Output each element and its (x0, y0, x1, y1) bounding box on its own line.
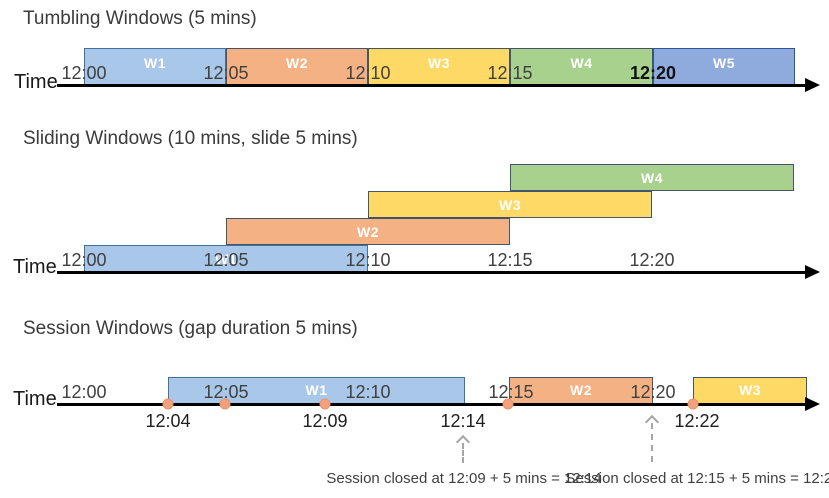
window-label-w4: W4 (641, 169, 663, 186)
tick-label: 12:05 (203, 63, 249, 83)
window-label-w2: W2 (570, 381, 592, 398)
window-bar-w3: W3 (693, 377, 807, 404)
window-bar-w5: W5 (653, 48, 795, 85)
tick-label: 12:20 (630, 382, 676, 402)
event-dot (687, 398, 699, 410)
axis-time-label: 12:09 (302, 411, 348, 431)
window-label-w5: W5 (713, 54, 735, 71)
tick-label: 12:15 (487, 250, 533, 270)
tick-label: 12:10 (345, 250, 391, 270)
tick-label: 12:10 (345, 63, 391, 83)
tick-label: 12:15 (487, 63, 533, 83)
event-dot (319, 398, 331, 410)
time-axis-label: Time (13, 388, 57, 410)
tick-label: 12:15 (488, 382, 534, 402)
tick-label: 12:00 (61, 63, 107, 83)
axis-arrowhead-icon (805, 78, 820, 92)
time-axis (57, 402, 807, 406)
window-label-w4: W4 (570, 54, 593, 71)
session-windows-title: Session Windows (gap duration 5 mins) (23, 318, 358, 339)
session-closed-annotation-2: Session closed at 12:15 + 5 mins = 12:20 (565, 470, 829, 487)
time-axis (57, 83, 807, 87)
window-bar-w1: W1 (168, 377, 465, 404)
window-label-w1: W1 (215, 250, 237, 267)
tick-label: 12:20 (629, 63, 677, 83)
window-label-w3: W3 (739, 381, 761, 398)
time-axis (57, 270, 807, 274)
annotation-arrow-stem (462, 443, 464, 463)
window-bar-w4: W4 (510, 164, 794, 191)
event-dot (502, 398, 514, 410)
window-label-w2: W2 (357, 223, 379, 240)
event-dot (219, 398, 231, 410)
window-label-w3: W3 (499, 196, 521, 213)
window-bar-w2: W2 (226, 218, 510, 245)
annotation-arrow-stem (651, 423, 653, 462)
event-dot (162, 398, 174, 410)
tumbling-windows-title: Tumbling Windows (5 mins) (23, 8, 257, 29)
tick-label: 12:05 (203, 382, 249, 402)
axis-time-label: 12:14 (440, 411, 486, 431)
time-axis-label: Time (13, 256, 57, 278)
window-label-w3: W3 (428, 54, 450, 71)
sliding-windows-title: Sliding Windows (10 mins, slide 5 mins) (23, 128, 358, 149)
time-axis-label: Time (14, 71, 58, 93)
tick-label: 12:00 (61, 250, 107, 270)
axis-arrowhead-icon (805, 265, 820, 279)
tick-label: 12:05 (203, 250, 249, 270)
window-bar-w3: W3 (368, 48, 510, 85)
window-label-w1: W1 (305, 381, 328, 398)
window-bar-w1: W1 (84, 48, 226, 85)
window-bar-w3: W3 (368, 191, 652, 218)
tick-label: 12:00 (61, 382, 107, 402)
axis-time-label: 12:04 (145, 411, 191, 431)
axis-time-label: 12:22 (674, 411, 720, 431)
session-closed-annotation-1: Session closed at 12:09 + 5 mins = 12:14 (326, 470, 602, 487)
tick-label: 12:20 (629, 250, 675, 270)
window-label-w2: W2 (286, 54, 308, 71)
axis-arrowhead-icon (805, 397, 820, 411)
window-label-w1: W1 (144, 54, 166, 71)
tick-label: 12:10 (345, 382, 391, 402)
